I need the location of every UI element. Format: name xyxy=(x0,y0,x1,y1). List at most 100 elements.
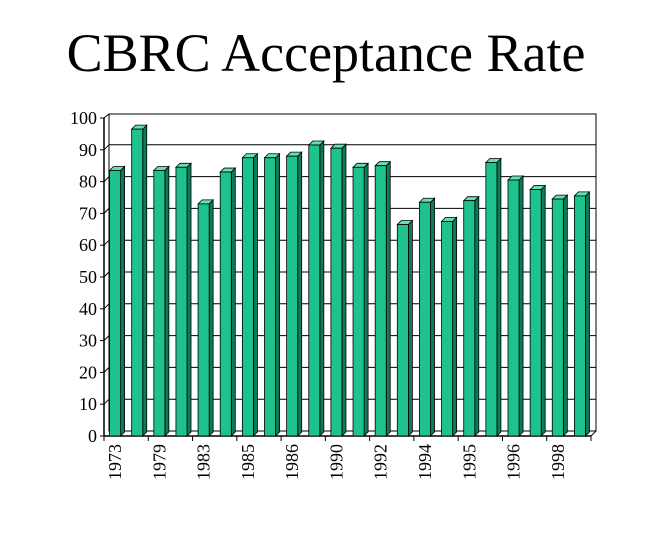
bar xyxy=(440,216,458,437)
bar-side xyxy=(363,162,369,437)
bar-face xyxy=(551,198,564,437)
x-tick-label: 1992 xyxy=(371,444,391,480)
bar-face xyxy=(529,189,542,437)
x-tick-label: 1996 xyxy=(504,444,524,480)
wall-edge xyxy=(103,113,110,119)
bar-face xyxy=(109,170,122,437)
gridline-diag xyxy=(103,335,110,341)
x-tick-label: 1973 xyxy=(105,444,125,480)
bar xyxy=(551,194,569,437)
bar xyxy=(352,162,370,437)
bar-face xyxy=(507,179,520,437)
x-tick-label: 1979 xyxy=(149,444,169,480)
x-axis: 1973 1979 1983 1985 1986 1990 1992 1994 1995 1996… xyxy=(103,436,592,480)
bar-face xyxy=(419,201,431,437)
bar-face xyxy=(197,203,210,437)
bar-face xyxy=(374,165,387,437)
bar-side xyxy=(275,152,280,437)
bar xyxy=(462,195,480,437)
bar-face xyxy=(175,166,188,437)
bar-side xyxy=(518,175,524,437)
y-tick-label: 70 xyxy=(79,203,97,223)
bar-side xyxy=(496,157,502,437)
bar-side xyxy=(164,165,170,437)
bar-face xyxy=(264,157,276,437)
bar xyxy=(307,140,325,437)
bar-face xyxy=(330,147,343,437)
bar xyxy=(241,152,259,437)
gridline-diag xyxy=(103,144,110,151)
bar-side xyxy=(385,160,391,437)
bar-face xyxy=(463,200,476,437)
gridline-diag xyxy=(103,239,110,246)
chart-title: CBRC Acceptance Rate xyxy=(67,23,586,83)
bar-side xyxy=(562,194,568,437)
y-tick-label: 80 xyxy=(79,172,97,192)
bar-face xyxy=(153,170,166,437)
bar-face xyxy=(131,128,144,437)
gridline-diag xyxy=(103,398,110,405)
y-tick-label: 30 xyxy=(79,331,97,351)
x-tick-label: 1985 xyxy=(238,444,258,480)
bar-face xyxy=(286,155,299,437)
y-tick-label: 50 xyxy=(79,267,97,287)
bar-face xyxy=(573,195,586,437)
bar xyxy=(263,152,281,437)
bar-side xyxy=(208,198,214,437)
bar xyxy=(152,165,170,437)
gridline-diag xyxy=(103,208,110,214)
bar-face xyxy=(396,224,409,437)
bar xyxy=(374,160,392,437)
gridline-diag xyxy=(103,303,110,310)
x-tick-label: 1983 xyxy=(194,444,214,480)
y-tick-label: 0 xyxy=(88,426,97,446)
bar xyxy=(507,175,525,437)
bar-side xyxy=(120,165,126,437)
floor-edge xyxy=(590,430,597,437)
bar xyxy=(396,219,414,437)
x-tick-label: 1994 xyxy=(415,444,435,480)
gridline-diag xyxy=(103,271,110,278)
bar-side xyxy=(407,219,413,437)
bar-side xyxy=(297,151,303,437)
gridline-diag xyxy=(103,176,110,182)
y-tick-label: 60 xyxy=(79,235,97,255)
bar-face xyxy=(485,162,498,437)
bar-side xyxy=(230,167,236,437)
bar xyxy=(418,197,436,437)
bar-side xyxy=(186,162,192,437)
gridline-diag xyxy=(103,367,110,373)
bar-side xyxy=(452,216,458,437)
y-tick-label: 90 xyxy=(79,140,97,160)
bar-side xyxy=(585,190,590,437)
x-tick-label: 1990 xyxy=(326,444,346,480)
bar-face xyxy=(241,157,254,437)
y-tick-label: 20 xyxy=(79,362,97,382)
bar xyxy=(329,143,347,437)
bar-face xyxy=(441,220,454,437)
bar xyxy=(484,157,502,437)
bar xyxy=(130,124,148,437)
bar-face xyxy=(352,166,365,437)
y-axis: 0 10 20 30 40 50 60 70 80 90 100 xyxy=(70,108,104,446)
bar-side xyxy=(253,152,258,437)
bar xyxy=(108,165,126,437)
bar xyxy=(529,184,547,437)
bar-side xyxy=(540,184,546,437)
bar xyxy=(197,198,215,437)
bar-side xyxy=(474,195,480,437)
bar xyxy=(573,190,591,437)
x-tick-label: 1995 xyxy=(459,444,479,480)
bar-side xyxy=(142,124,148,437)
bar xyxy=(219,167,237,437)
bar xyxy=(174,162,192,437)
bar-face xyxy=(219,171,232,437)
y-tick-label: 100 xyxy=(70,108,97,128)
y-tick-label: 40 xyxy=(79,299,97,319)
bars-layer xyxy=(108,124,591,437)
bar-face xyxy=(308,144,321,437)
y-tick-label: 10 xyxy=(79,394,97,414)
x-tick-label: 1998 xyxy=(548,444,568,480)
bar-side xyxy=(319,140,325,437)
bar-side xyxy=(341,143,347,437)
